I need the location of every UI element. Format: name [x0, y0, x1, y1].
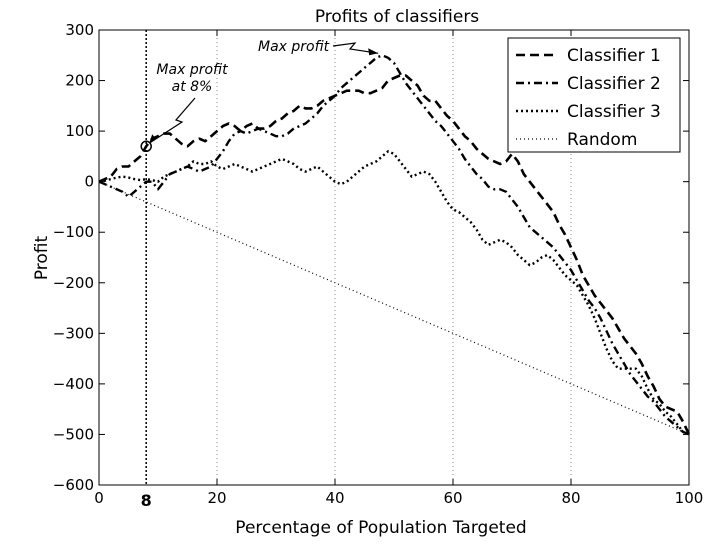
legend-label: Classifier 1 — [567, 46, 661, 66]
legend-label: Classifier 3 — [567, 102, 661, 122]
x-tick-label: 100 — [675, 489, 704, 507]
max-profit-marker-label: 8 — [141, 491, 152, 510]
series-layer — [98, 54, 691, 436]
y-tick-label: −100 — [53, 223, 94, 241]
annotation-layer: Max profit at 8% Max profit — [140, 39, 379, 153]
y-tick-label: −300 — [53, 324, 94, 342]
y-tick-label: 200 — [65, 72, 94, 90]
tick-labels: 0 20 40 60 80 100 300 200 100 0 −100 −200 −300 −400 −5… — [53, 21, 704, 510]
max-profit-circle — [140, 140, 152, 153]
legend-box — [507, 37, 681, 153]
plot-frame — [98, 29, 690, 486]
x-tick-label: 80 — [561, 489, 580, 507]
y-tick-label: 100 — [65, 122, 94, 140]
annotation-arrow-max — [332, 42, 379, 54]
y-tick-label: −500 — [53, 425, 94, 443]
y-tick-label: −200 — [53, 274, 94, 292]
series-line-classifier-1 — [98, 74, 691, 435]
series-line-classifier-2 — [98, 54, 690, 436]
x-tick-label: 20 — [207, 489, 226, 507]
series-line-classifier-3 — [98, 150, 690, 436]
chart-title: Profits of classifiers — [315, 7, 479, 27]
y-tick-label: 300 — [65, 21, 94, 39]
legend-label: Classifier 2 — [567, 74, 661, 94]
x-axis-title: Percentage of Population Targeted — [235, 518, 526, 538]
axis-ticks — [98, 29, 690, 486]
annotation-max-profit-8: Max profit at 8% — [156, 62, 228, 95]
x-tick-label: 60 — [443, 489, 462, 507]
annotation-arrow-8 — [148, 97, 196, 144]
legend-label: Random — [567, 130, 637, 150]
x-tick-label: 0 — [94, 489, 104, 507]
series-line-random — [98, 181, 690, 435]
arrowhead-8 — [149, 134, 157, 144]
legend: Classifier 1 Classifier 2 Classifier 3 Rand… — [507, 37, 681, 153]
arrowhead-max — [368, 48, 379, 56]
x-tick-label: 40 — [325, 489, 344, 507]
y-tick-label: 0 — [84, 173, 94, 191]
y-axis-title: Profit — [32, 235, 52, 280]
y-tick-label: −400 — [53, 375, 94, 393]
annotation-max-profit: Max profit — [258, 39, 330, 55]
y-tick-label: −600 — [53, 476, 94, 494]
